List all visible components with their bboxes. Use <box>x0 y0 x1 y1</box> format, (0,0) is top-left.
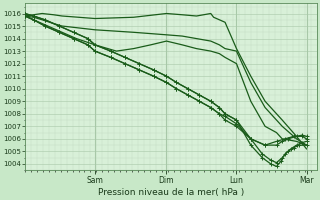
X-axis label: Pression niveau de la mer( hPa ): Pression niveau de la mer( hPa ) <box>98 188 244 197</box>
